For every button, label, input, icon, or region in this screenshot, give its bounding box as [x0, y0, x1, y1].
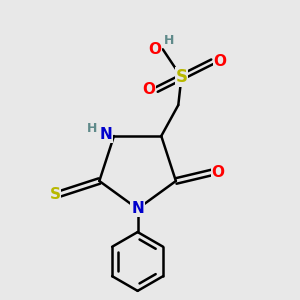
- Text: O: O: [148, 42, 162, 57]
- Text: N: N: [131, 201, 144, 216]
- Text: H: H: [164, 34, 174, 46]
- Text: H: H: [87, 122, 98, 135]
- Text: N: N: [100, 127, 112, 142]
- Text: O: O: [214, 54, 226, 69]
- Text: O: O: [212, 165, 224, 180]
- Text: S: S: [50, 187, 61, 202]
- Text: S: S: [176, 68, 188, 86]
- Text: O: O: [142, 82, 155, 97]
